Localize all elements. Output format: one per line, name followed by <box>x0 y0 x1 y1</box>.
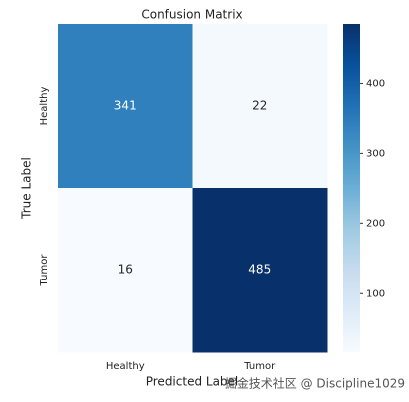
y-tick-label: Tumor <box>39 254 50 287</box>
colorbar <box>343 24 360 352</box>
colorbar-tick-label: 300 <box>366 148 385 159</box>
cell <box>192 24 328 189</box>
cell-label: 485 <box>248 263 271 277</box>
cell-label: 22 <box>252 99 267 113</box>
cell <box>58 24 193 189</box>
x-tick-label: Tumor <box>243 361 276 372</box>
colorbar-tick-label: 200 <box>366 218 385 229</box>
cell <box>192 188 328 353</box>
colorbar-tick-label: 100 <box>366 288 385 299</box>
cell-label: 341 <box>114 99 137 113</box>
cell <box>58 188 193 353</box>
y-axis-label: True Label <box>20 157 34 220</box>
watermark: 掘金技术社区 @ Discipline1029 <box>225 376 405 391</box>
cell-label: 16 <box>118 263 133 277</box>
x-tick-label: Healthy <box>106 361 145 372</box>
x-axis-label: Predicted Label <box>146 375 239 389</box>
colorbar-tick-label: 400 <box>366 78 385 89</box>
chart-title: Confusion Matrix <box>141 8 242 22</box>
y-tick-label: Healthy <box>39 87 50 126</box>
